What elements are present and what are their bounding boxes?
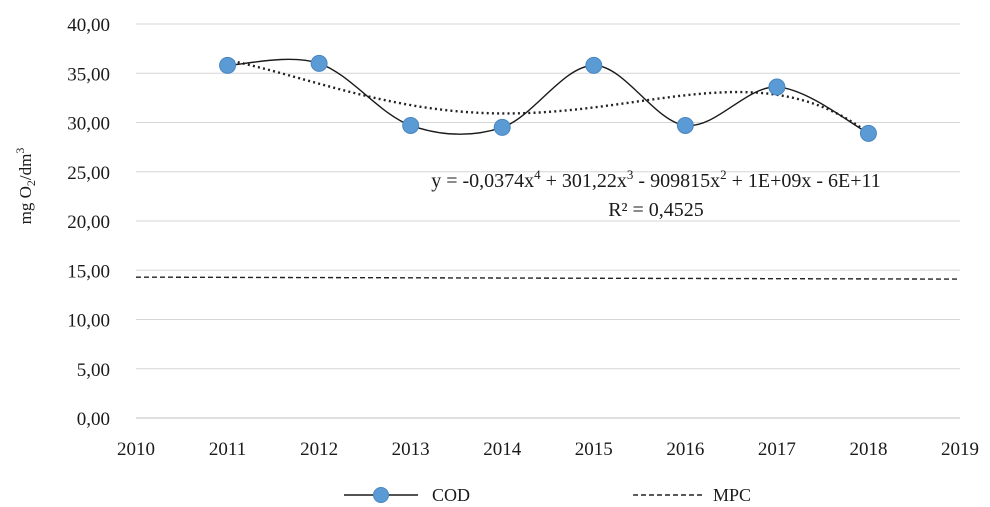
legend-item-mpc: MPC (633, 485, 751, 505)
y-tick-label-0: 0,00 (77, 409, 110, 430)
cod-point-2017 (768, 78, 786, 96)
y-tick-label-6: 30,00 (67, 114, 110, 135)
legend-mpc-label: MPC (713, 485, 751, 505)
x-tick-label-2: 2012 (300, 439, 338, 460)
x-tick-label-3: 2013 (392, 439, 430, 460)
cod-point-2014 (493, 118, 511, 136)
y-tick-label-2: 10,00 (67, 311, 110, 332)
x-tick-label-8: 2018 (849, 439, 887, 460)
y-axis-ticks: 0,00 5,00 10,00 15,00 20,00 25,00 30,00 35,00 40… (67, 15, 110, 430)
y-axis-title: mg O2/dm3 (13, 148, 38, 225)
x-tick-label-5: 2015 (575, 439, 613, 460)
cod-point-2016 (676, 116, 694, 134)
mpc-line (135, 276, 961, 280)
x-tick-label-0: 2010 (117, 439, 155, 460)
cod-point-2015 (585, 56, 603, 74)
cod-line (227, 58, 869, 135)
x-tick-label-7: 2017 (758, 439, 796, 460)
mpc-series (135, 276, 961, 280)
trendline-r-squared: R² = 0,4525 (608, 199, 704, 221)
x-tick-label-6: 2016 (666, 439, 704, 460)
legend-item-cod: COD (344, 485, 470, 505)
y-tick-label-5: 25,00 (67, 163, 110, 184)
x-tick-label-4: 2014 (483, 439, 522, 460)
x-axis-ticks: 2010 2011 2012 2013 2014 2015 2016 2017 2018 2019 (117, 439, 979, 460)
trendline-equation: y = -0,0374x4 + 301,22x3 - 909815x2 + 1E… (431, 167, 881, 192)
cod-point-2018 (859, 124, 877, 142)
x-tick-label-1: 2011 (209, 439, 246, 460)
y-tick-label-3: 15,00 (67, 261, 110, 282)
y-tick-label-4: 20,00 (67, 212, 110, 233)
y-tick-label-8: 40,00 (67, 15, 110, 36)
y-tick-label-1: 5,00 (77, 360, 110, 381)
gridlines (136, 23, 960, 419)
legend-cod-label: COD (432, 485, 470, 505)
cod-point-2011 (219, 56, 237, 74)
cod-series (219, 54, 877, 142)
trendline-curve (227, 58, 870, 135)
legend-cod-marker (373, 487, 389, 503)
x-tick-label-9: 2019 (941, 439, 979, 460)
legend: COD MPC (344, 485, 751, 505)
y-tick-label-7: 35,00 (67, 64, 110, 85)
cod-point-2013 (402, 116, 420, 134)
trendline-series (227, 58, 870, 135)
cod-point-2012 (310, 54, 328, 72)
